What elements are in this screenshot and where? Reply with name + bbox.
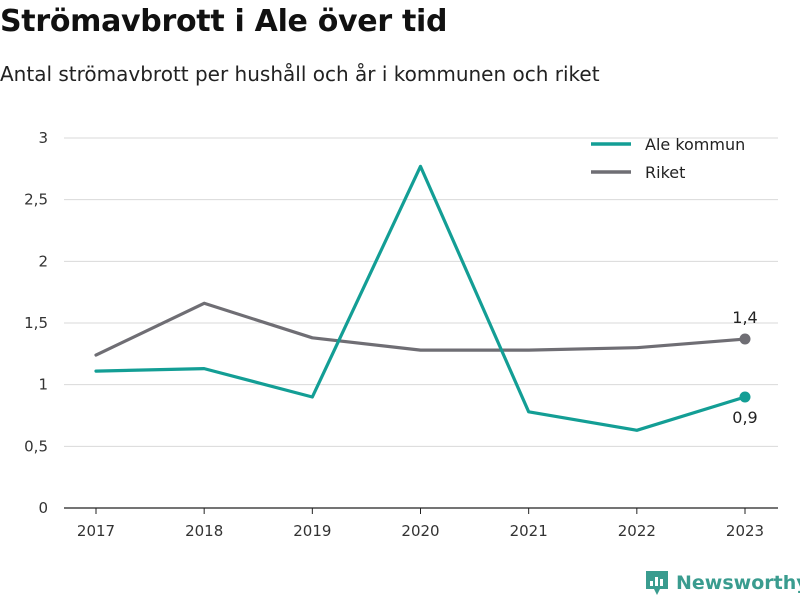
y-tick-label: 0,5 [24, 437, 48, 455]
chart-title: Strömavbrott i Ale över tid [0, 4, 448, 39]
newsworthy-brand: Newsworthy [644, 569, 800, 597]
x-tick-label: 2017 [77, 522, 115, 540]
y-tick-label: 2,5 [24, 191, 48, 209]
newsworthy-logo-icon [646, 571, 668, 595]
x-tick-label: 2023 [726, 522, 764, 540]
y-tick-label: 1,5 [24, 314, 48, 332]
data-label-riket: 1,4 [732, 308, 757, 327]
x-tick-label: 2021 [510, 522, 548, 540]
y-tick-label: 1 [38, 376, 48, 394]
y-tick-label: 3 [38, 129, 48, 147]
x-axis-ticks: 2017 2018 2019 2020 2021 2022 2023 [77, 508, 764, 540]
end-labels: 1,4 0,9 [732, 308, 757, 427]
y-tick-label: 0 [38, 499, 48, 517]
end-point-riket [739, 333, 751, 345]
legend-label-ale-kommun: Ale kommun [645, 135, 745, 154]
series-line-ale-kommun [94, 164, 747, 432]
series-line-riket [94, 301, 747, 357]
brand-name: Newsworthy [676, 572, 800, 594]
legend: Ale kommun Riket [591, 135, 745, 182]
series-lines [94, 164, 751, 432]
y-tick-label: 2 [38, 252, 48, 270]
grid-lines [64, 137, 778, 509]
x-tick-label: 2020 [401, 522, 439, 540]
x-tick-label: 2022 [618, 522, 656, 540]
end-point-ale-kommun [739, 391, 751, 403]
legend-label-riket: Riket [645, 163, 685, 182]
chart-subtitle: Antal strömavbrott per hushåll och år i … [0, 62, 600, 86]
y-axis-ticks: 0 0,5 1 1,5 2 2,5 3 [24, 129, 48, 517]
data-label-ale-kommun: 0,9 [732, 408, 757, 427]
x-tick-label: 2018 [185, 522, 223, 540]
x-tick-label: 2019 [293, 522, 331, 540]
